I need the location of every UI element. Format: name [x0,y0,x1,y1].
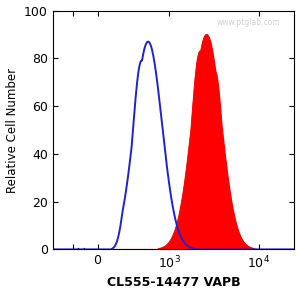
X-axis label: CL555-14477 VAPB: CL555-14477 VAPB [107,276,241,289]
Text: www.ptglab.com: www.ptglab.com [217,18,281,27]
Y-axis label: Relative Cell Number: Relative Cell Number [6,68,19,193]
